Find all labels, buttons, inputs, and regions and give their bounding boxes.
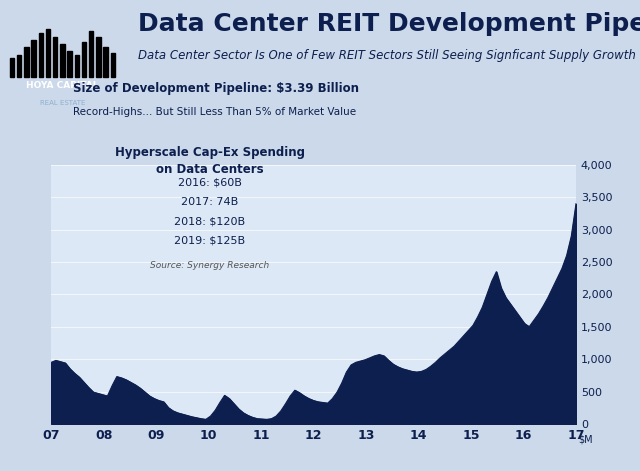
Text: Record-Highs... But Still Less Than 5% of Market Value: Record-Highs... But Still Less Than 5% o… <box>72 107 356 117</box>
Text: Hyperscale Cap-Ex Spending: Hyperscale Cap-Ex Spending <box>115 146 305 159</box>
Text: 2016: $60B: 2016: $60B <box>178 178 241 187</box>
Text: 2019: $125B: 2019: $125B <box>174 236 245 246</box>
Bar <box>53 37 58 77</box>
Bar <box>111 53 115 77</box>
Text: on Data Centers: on Data Centers <box>156 163 264 176</box>
Text: REAL ESTATE: REAL ESTATE <box>40 99 85 106</box>
Bar <box>24 48 29 77</box>
Text: Size of Development Pipeline: $3.39 Billion: Size of Development Pipeline: $3.39 Bill… <box>72 81 358 95</box>
Text: HOYA CAPITAL: HOYA CAPITAL <box>26 81 99 90</box>
Bar <box>89 31 93 77</box>
Text: $M: $M <box>579 434 593 444</box>
Bar <box>38 33 43 77</box>
Bar <box>82 42 86 77</box>
Bar <box>31 40 36 77</box>
Text: Data Center Sector Is One of Few REIT Sectors Still Seeing Signficant Supply Gro: Data Center Sector Is One of Few REIT Se… <box>138 49 636 63</box>
Bar <box>96 37 100 77</box>
Bar <box>17 55 22 77</box>
Bar <box>60 44 65 77</box>
Text: Data Center REIT Development Pipeline: Data Center REIT Development Pipeline <box>138 12 640 36</box>
Text: 2017: 74B: 2017: 74B <box>181 197 238 207</box>
Bar <box>10 58 14 77</box>
Bar <box>74 55 79 77</box>
Text: Source: Synergy Research: Source: Synergy Research <box>150 261 269 270</box>
Bar <box>67 50 72 77</box>
Bar <box>46 29 50 77</box>
Text: 2018: $120B: 2018: $120B <box>174 216 245 227</box>
Bar <box>104 48 108 77</box>
